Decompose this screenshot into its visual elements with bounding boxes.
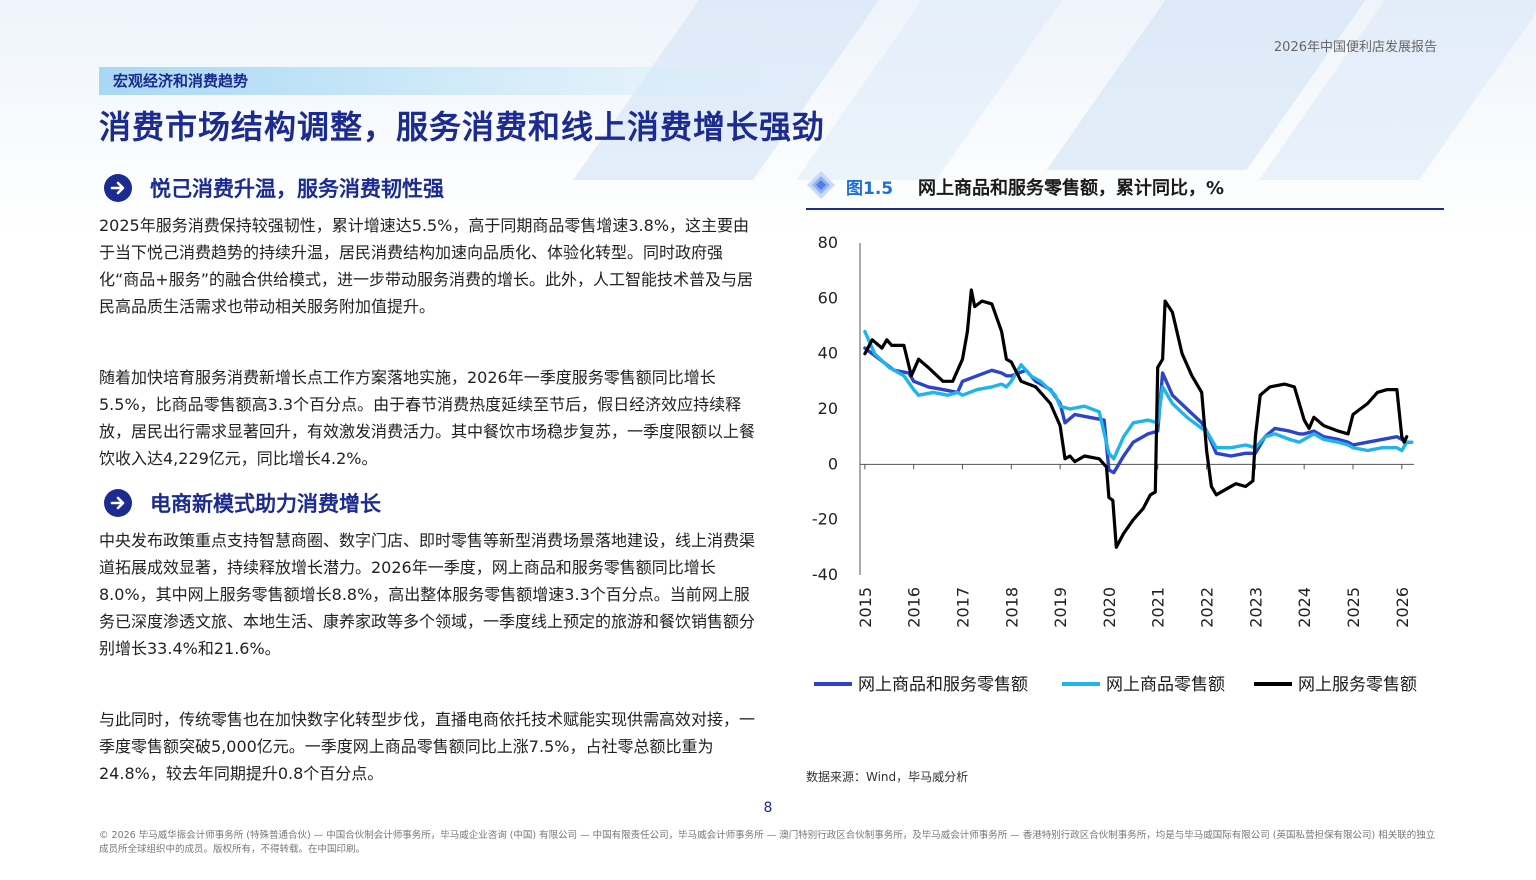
paragraph-2: 随着加快培育服务消费新增长点工作方案落地实施，2026年一季度服务零售额同比增长… [99, 368, 756, 468]
section-tag: 宏观经济和消费趋势 [99, 67, 819, 95]
x-tick-label: 2015 [856, 587, 875, 628]
legend-label: 网上商品和服务零售额 [858, 675, 1028, 695]
series-line [863, 288, 1409, 549]
y-tick-label: 20 [818, 399, 838, 418]
arrow-right-icon [104, 489, 132, 517]
report-title: 2026年中国便利店发展报告 [1273, 40, 1437, 55]
subheading-2-text: 电商新模式助力消费增长 [150, 492, 381, 516]
y-tick-label: 80 [818, 233, 838, 252]
footer-copyright: © 2026 毕马威华振会计师事务所 (特殊普通合伙) — 中国合伙制会计师事务… [99, 830, 1436, 855]
subheading-1: 悦己消费升温，服务消费韧性强 [104, 173, 444, 203]
x-tick-label: 2024 [1295, 587, 1314, 628]
x-tick-label: 2017 [954, 587, 973, 628]
legend-label: 网上服务零售额 [1298, 675, 1417, 695]
y-tick-label: -40 [812, 565, 838, 584]
subheading-1-text: 悦己消费升温，服务消费韧性强 [150, 177, 444, 201]
y-tick-label: -20 [812, 510, 838, 529]
page-title: 消费市场结构调整，服务消费和线上消费增长强劲 [99, 108, 826, 146]
y-tick-label: 40 [818, 344, 838, 363]
legend-label: 网上商品零售额 [1106, 675, 1225, 695]
y-tick-label: 0 [828, 454, 838, 473]
x-tick-label: 2018 [1002, 587, 1021, 628]
page-number: 8 [763, 800, 773, 816]
figure-label: 图1.5 [846, 179, 894, 199]
figure-header: 图1.5 网上商品和服务零售额，累计同比，% [806, 168, 1444, 210]
series-line [863, 346, 1414, 475]
x-tick-label: 2019 [1051, 587, 1070, 628]
diamond-icon [806, 170, 836, 204]
arrow-right-icon [104, 174, 132, 202]
x-tick-label: 2023 [1246, 587, 1265, 628]
data-source: 数据来源：Wind，毕马威分析 [806, 770, 969, 784]
paragraph-3: 中央发布政策重点支持智慧商圈、数字门店、即时零售等新型消费场景落地建设，线上消费… [99, 531, 756, 658]
x-tick-label: 2016 [905, 587, 924, 628]
x-tick-label: 2022 [1198, 587, 1217, 628]
line-chart-svg: 80 60 40 20 0 -20 -40 2015 2016 2017 2018 2019 2020 2… [812, 233, 1417, 695]
line-chart: 80 60 40 20 0 -20 -40 2015 2016 2017 2018 2019 2020 2… [806, 228, 1444, 708]
figure-title: 网上商品和服务零售额，累计同比，% [918, 178, 1225, 199]
paragraph-4: 与此同时，传统零售也在加快数字化转型步伐，直播电商依托技术赋能实现供需高效对接，… [99, 710, 756, 783]
x-tick-label: 2021 [1149, 587, 1168, 628]
series-line [863, 329, 1414, 461]
x-tick-label: 2025 [1344, 587, 1363, 628]
x-tick-label: 2026 [1393, 587, 1412, 628]
subheading-2: 电商新模式助力消费增长 [104, 488, 381, 518]
paragraph-1: 2025年服务消费保持较强韧性，累计增速达5.5%，高于同期商品零售增速3.8%… [99, 216, 753, 316]
y-tick-label: 60 [818, 288, 838, 307]
x-tick-label: 2020 [1100, 587, 1119, 628]
